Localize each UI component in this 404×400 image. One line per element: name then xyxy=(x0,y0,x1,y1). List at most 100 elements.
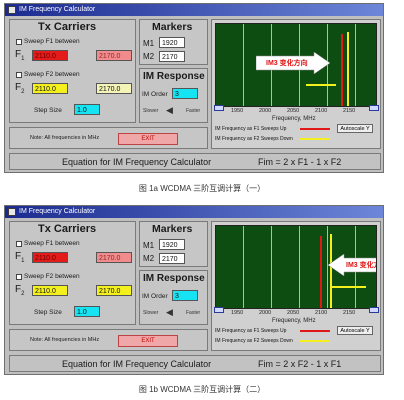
legend-f1: IM Frequency as F1 Sweeps Up xyxy=(215,328,287,334)
legend-f2: IM Frequency as F2 Sweeps Down xyxy=(215,338,293,344)
step-size-field[interactable]: 1.0 xyxy=(74,104,100,115)
tick-label: 2000 xyxy=(259,310,272,316)
f2-to-field[interactable]: 2170.0 xyxy=(96,285,132,296)
f1-from-field[interactable]: 2110.0 xyxy=(32,252,68,263)
tx-carriers-panel: Tx Carriers Sweep F1 between F1 2110.0 2… xyxy=(9,221,136,325)
marker-red-line xyxy=(341,34,343,106)
figure-caption-1: 图 1a WCDMA 三阶互调计算（一） xyxy=(138,184,266,193)
slower-label: Slower xyxy=(143,108,159,114)
title-bar: IM Frequency Calculator xyxy=(5,4,383,16)
speed-knob-icon[interactable]: ◀ xyxy=(166,307,173,317)
sweep-f2-checkbox[interactable] xyxy=(16,72,22,78)
tick-label: 2050 xyxy=(287,310,300,316)
annotation-text: IM3 变化方向 xyxy=(346,262,376,269)
f1-to-field[interactable]: 2170.0 xyxy=(96,252,132,263)
equation-formula: Fim = 2 x F1 - 1 x F2 xyxy=(258,157,342,167)
gridline xyxy=(355,24,356,106)
f2-from-field[interactable]: 2110.0 xyxy=(32,285,68,296)
sweep-f1-label: Sweep F1 between xyxy=(24,240,80,247)
tx-carriers-panel: Tx Carriers Sweep F1 between F1 2110.0 2… xyxy=(9,19,136,123)
legend-f2-swatch xyxy=(300,340,330,342)
frequency-plot: IM3 变化方向 xyxy=(215,23,377,107)
legend-f1: IM Frequency as F1 Sweeps Up xyxy=(215,126,287,132)
step-size-field[interactable]: 1.0 xyxy=(74,306,100,317)
gridline xyxy=(243,24,244,106)
marker-m2-field[interactable]: 2170 xyxy=(159,51,185,62)
x-min-box[interactable] xyxy=(214,105,224,111)
markers-heading: Markers xyxy=(152,21,193,33)
legend-f1-swatch xyxy=(300,330,330,332)
im-sweep-yellow xyxy=(332,286,366,288)
im-order-field[interactable]: 3 xyxy=(172,290,198,301)
marker-m1-field[interactable]: 1920 xyxy=(159,239,185,250)
exit-button[interactable]: EXIT xyxy=(118,335,178,347)
f2-symbol: F2 xyxy=(15,284,25,297)
x-axis-label: Frequency, MHz xyxy=(272,318,316,324)
direction-arrow: IM3 变化方向 xyxy=(255,51,331,79)
sweep-f2-label: Sweep F2 between xyxy=(24,71,80,78)
x-min-box[interactable] xyxy=(214,307,224,313)
im-order-label: IM Order xyxy=(142,293,168,300)
x-axis-label: Frequency, MHz xyxy=(272,116,316,122)
step-size-label: Step Size xyxy=(34,309,62,316)
sweep-f1-checkbox[interactable] xyxy=(16,39,22,45)
frequency-graph-panel: IM3 变化方向 1950 2000 2050 2100 2150 Freque… xyxy=(211,221,381,351)
f1-symbol: F1 xyxy=(15,49,25,62)
direction-arrow: IM3 变化方向 xyxy=(327,253,376,281)
sweep-f1-label: Sweep F1 between xyxy=(24,38,80,45)
f1-from-field[interactable]: 2110.0 xyxy=(32,50,68,61)
marker-m1-field[interactable]: 1920 xyxy=(159,37,185,48)
m1-label: M1 xyxy=(143,241,155,250)
equation-label: Equation for IM Frequency Calculator xyxy=(62,359,212,369)
speed-knob-icon[interactable]: ◀ xyxy=(166,105,173,115)
m2-label: M2 xyxy=(143,52,155,61)
equation-bar: Equation for IM Frequency Calculator Fim… xyxy=(9,355,381,372)
sweep-f2-checkbox[interactable] xyxy=(16,274,22,280)
f1-to-field[interactable]: 2170.0 xyxy=(96,50,132,61)
tick-label: 2000 xyxy=(259,108,272,114)
autoscale-y-button[interactable]: Autoscale Y xyxy=(337,124,373,133)
gridline xyxy=(327,226,328,308)
app-icon xyxy=(8,6,16,14)
equation-formula: Fim = 2 x F2 - 1 x F1 xyxy=(258,359,342,369)
im-order-label: IM Order xyxy=(142,91,168,98)
f2-to-field[interactable]: 2170.0 xyxy=(96,83,132,94)
frequency-plot: IM3 变化方向 xyxy=(215,225,377,309)
im-response-heading: IM Response xyxy=(143,273,205,284)
tx-carriers-heading: Tx Carriers xyxy=(38,223,97,235)
im-response-heading: IM Response xyxy=(143,71,205,82)
f1-symbol: F1 xyxy=(15,251,25,264)
f2-from-field[interactable]: 2110.0 xyxy=(32,83,68,94)
faster-label: Faster xyxy=(186,310,201,316)
gridline xyxy=(271,226,272,308)
legend-f2: IM Frequency as F2 Sweeps Down xyxy=(215,136,293,142)
title-bar: IM Frequency Calculator xyxy=(5,206,383,218)
x-max-box[interactable] xyxy=(369,307,379,313)
window-title: IM Frequency Calculator xyxy=(19,6,96,13)
sweep-f2-label: Sweep F2 between xyxy=(24,273,80,280)
tick-label: 2150 xyxy=(343,108,356,114)
im-response-panel: IM Response IM Order 3 Slower ◀ Faster xyxy=(139,270,208,325)
autoscale-y-button[interactable]: Autoscale Y xyxy=(337,326,373,335)
legend-f1-swatch xyxy=(300,128,330,130)
sweep-f1-checkbox[interactable] xyxy=(16,241,22,247)
x-axis-ticks: 1950 2000 2050 2100 2150 xyxy=(215,310,377,318)
x-axis-ticks: 1950 2000 2050 2100 2150 xyxy=(215,108,377,116)
tick-label: 2100 xyxy=(315,108,328,114)
im-order-field[interactable]: 3 xyxy=(172,88,198,99)
tick-label: 1950 xyxy=(231,310,244,316)
x-max-box[interactable] xyxy=(369,105,379,111)
marker-red-line xyxy=(320,236,322,308)
markers-panel: Markers M1 1920 M2 2170 xyxy=(139,221,208,267)
window-title: IM Frequency Calculator xyxy=(19,208,96,215)
tick-label: 1950 xyxy=(231,108,244,114)
marker-yellow-line xyxy=(330,234,332,308)
gridline xyxy=(299,226,300,308)
f2-symbol: F2 xyxy=(15,82,25,95)
markers-panel: Markers M1 1920 M2 2170 xyxy=(139,19,208,65)
marker-m2-field[interactable]: 2170 xyxy=(159,253,185,264)
m1-label: M1 xyxy=(143,39,155,48)
equation-label: Equation for IM Frequency Calculator xyxy=(62,157,212,167)
exit-button[interactable]: EXIT xyxy=(118,133,178,145)
arrow-right-icon xyxy=(255,51,331,75)
